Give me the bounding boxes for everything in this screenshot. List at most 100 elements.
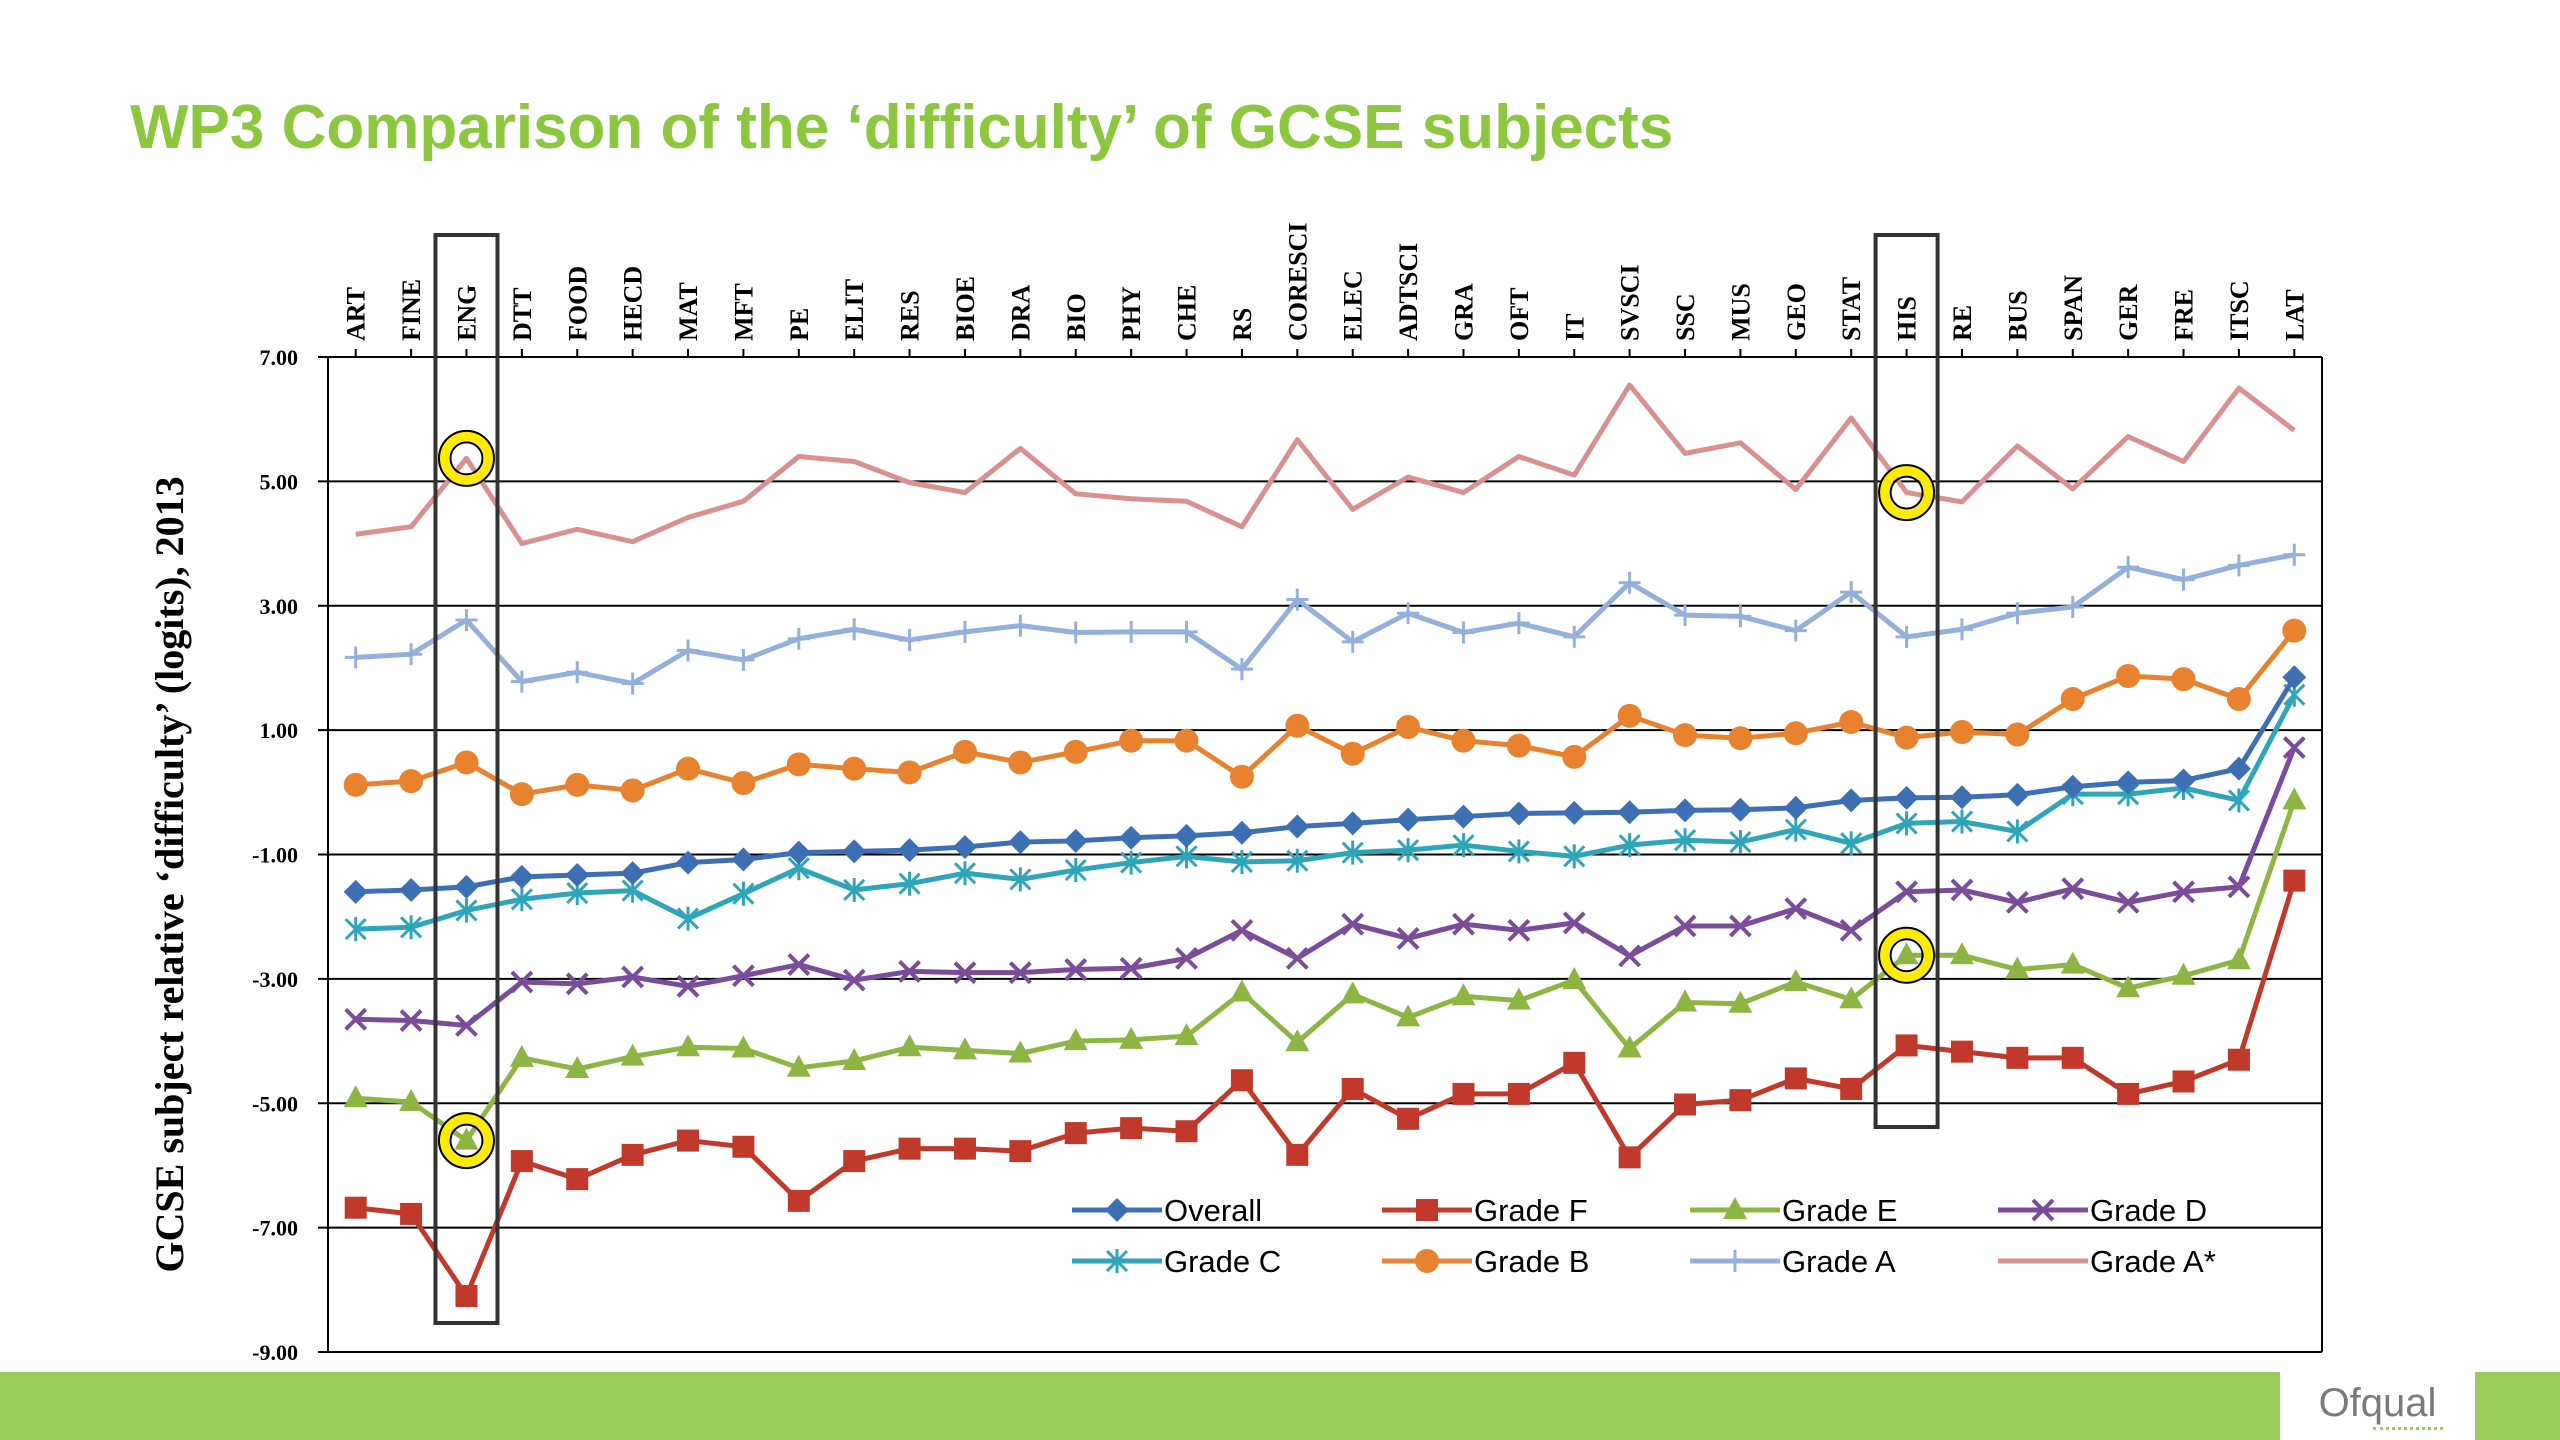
data-point-grade-f <box>1563 1051 1586 1074</box>
category-label-geo: GEO <box>1782 283 1811 341</box>
highlight-ring-inner <box>449 1123 484 1158</box>
data-point-grade-f <box>2227 1048 2250 1071</box>
data-point-grade-a <box>1230 658 1253 681</box>
data-point-grade-b <box>1119 728 1144 753</box>
data-point-grade-a <box>898 628 921 651</box>
data-point-grade-c <box>953 861 977 886</box>
data-point-grade-e <box>2060 951 2085 974</box>
data-point-grade-b <box>1174 728 1199 753</box>
y-tick-label: -7.00 <box>252 1216 298 1241</box>
series-line-grade-b <box>355 629 2297 797</box>
data-point-grade-d <box>2282 736 2306 759</box>
category-label-elec: ELEC <box>1339 270 1368 341</box>
data-point-grade-f <box>566 1168 589 1191</box>
series-grade-e <box>343 787 2307 1150</box>
data-point-grade-f <box>1729 1089 1752 1112</box>
data-point-grade-f <box>2061 1046 2084 1069</box>
series-grade-b <box>343 618 2307 807</box>
data-point-grade-f <box>2006 1046 2029 1069</box>
y-axis-ticks: 7.00 5.00 3.00 1.00 -1.00 -3.00 -5.00 -7.00 -9.0… <box>252 345 298 1365</box>
legend-item-grade-d: Grade D <box>1998 1193 2207 1228</box>
category-label-ger: GER <box>2114 284 2143 341</box>
data-point-grade-b <box>1506 733 1531 758</box>
data-point-grade-d <box>399 1009 423 1032</box>
data-point-grade-b <box>620 778 645 803</box>
data-point-grade-f <box>1286 1143 1309 1166</box>
data-point-grade-e <box>1340 981 1365 1004</box>
data-point-grade-b <box>731 770 756 795</box>
data-point-grade-e <box>1229 979 1254 1002</box>
highlight-boxes <box>433 233 1940 1325</box>
x-stroke <box>1839 918 1863 942</box>
data-point-grade-c <box>455 898 478 923</box>
data-point-grade-a <box>953 620 976 643</box>
data-point-grade-b <box>2116 664 2141 689</box>
data-point-grade-a <box>677 639 700 662</box>
data-point-grade-f <box>843 1150 866 1173</box>
series-grade-c <box>344 682 2306 942</box>
data-point-grade-a <box>1341 630 1364 653</box>
data-point-grade-e <box>1617 1035 1642 1058</box>
x-stroke <box>1064 958 1088 981</box>
data-point-overall <box>1673 798 1698 823</box>
highlight-ring-outline <box>1878 926 1936 984</box>
data-point-overall <box>2226 756 2251 781</box>
data-point-grade-e <box>2116 975 2141 998</box>
y-tick-label: 7.00 <box>260 345 299 370</box>
category-label-eng: ENG <box>452 285 481 341</box>
x-stroke <box>1507 918 1531 942</box>
legend-swatch-marker <box>1415 1249 1439 1273</box>
data-point-grade-f <box>2117 1082 2140 1105</box>
data-point-grade-e <box>1174 1023 1199 1046</box>
data-point-grade-d <box>2116 890 2140 914</box>
data-point-grade-d <box>2061 877 2085 901</box>
x-stroke <box>842 968 866 992</box>
data-point-grade-a <box>1175 620 1198 643</box>
legend-swatch-marker <box>1105 1249 1129 1273</box>
data-point-grade-d <box>898 959 921 983</box>
data-point-grade-b <box>1396 715 1421 740</box>
data-point-grade-b <box>1340 741 1365 766</box>
data-point-grade-b <box>1008 750 1033 775</box>
category-label-art: ART <box>342 287 371 341</box>
data-point-grade-f <box>953 1137 976 1160</box>
data-point-overall <box>620 861 645 886</box>
y-tick-label: -3.00 <box>252 967 298 992</box>
data-point-grade-a <box>732 648 755 671</box>
data-point-grade-a <box>344 646 367 669</box>
data-point-grade-c <box>1507 839 1530 864</box>
data-point-grade-f <box>1895 1034 1918 1057</box>
data-point-overall <box>731 847 756 872</box>
data-point-grade-c <box>510 887 533 912</box>
data-point-overall <box>509 864 534 889</box>
data-point-grade-f <box>1009 1140 1032 1163</box>
data-point-grade-f <box>1230 1069 1253 1092</box>
legend-swatch-marker <box>1724 1250 1746 1272</box>
category-label-hecd: HECD <box>619 266 648 341</box>
data-point-grade-c <box>1230 849 1253 874</box>
x-stroke <box>1396 927 1420 950</box>
data-point-grade-d <box>621 965 645 989</box>
data-point-grade-a <box>1895 625 1918 648</box>
legend-item-grade-a-star: Grade A* <box>1998 1244 2216 1279</box>
series-line-grade-a <box>355 552 2295 686</box>
data-point-grade-a <box>2172 568 2195 591</box>
data-point-grade-c <box>1341 840 1364 865</box>
data-point-grade-a <box>1618 571 1641 594</box>
highlight-ring <box>1880 466 1934 520</box>
data-point-grade-e <box>952 1037 977 1060</box>
data-point-grade-a <box>1840 581 1863 604</box>
data-point-overall <box>1229 820 1254 845</box>
data-point-grade-f <box>1840 1077 1863 1100</box>
data-point-grade-b <box>2226 687 2251 712</box>
data-point-grade-a <box>1009 614 1032 637</box>
data-point-grade-f <box>1175 1120 1198 1143</box>
legend-item-grade-e: Grade E <box>1690 1193 1897 1228</box>
logo-text: Ofqual <box>2318 1380 2437 1425</box>
data-point-grade-a <box>1729 605 1752 628</box>
data-point-grade-f <box>1507 1082 1530 1105</box>
data-point-grade-b <box>1617 703 1642 728</box>
logo-underline <box>2372 1426 2443 1430</box>
data-point-grade-e <box>786 1054 811 1077</box>
